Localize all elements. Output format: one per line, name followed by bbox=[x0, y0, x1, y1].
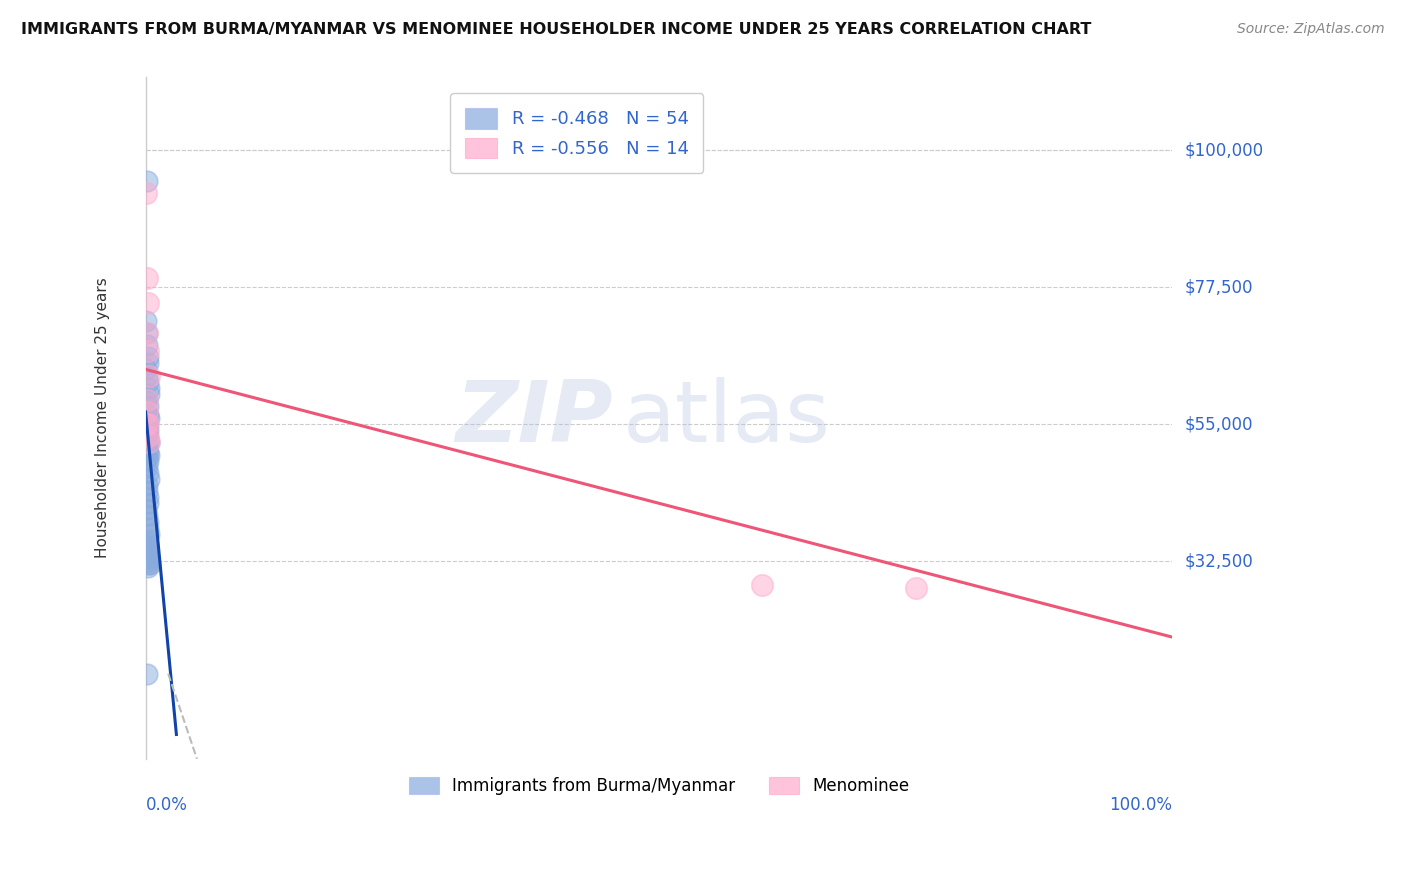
Point bbox=[135, 414, 157, 428]
Point bbox=[135, 438, 157, 452]
Text: $55,000: $55,000 bbox=[1185, 415, 1253, 434]
Point bbox=[138, 381, 160, 395]
Point bbox=[138, 526, 160, 541]
Text: IMMIGRANTS FROM BURMA/MYANMAR VS MENOMINEE HOUSEHOLDER INCOME UNDER 25 YEARS COR: IMMIGRANTS FROM BURMA/MYANMAR VS MENOMIN… bbox=[21, 22, 1091, 37]
Point bbox=[136, 536, 159, 550]
Point bbox=[135, 362, 157, 376]
Point bbox=[136, 420, 159, 434]
Point bbox=[136, 399, 159, 413]
Point bbox=[135, 186, 157, 200]
Point bbox=[136, 356, 159, 370]
Text: $77,500: $77,500 bbox=[1185, 278, 1253, 296]
Point bbox=[136, 326, 159, 340]
Text: atlas: atlas bbox=[623, 376, 831, 459]
Point bbox=[138, 435, 160, 450]
Point bbox=[135, 429, 157, 443]
Point bbox=[136, 541, 159, 556]
Point bbox=[138, 496, 160, 510]
Point bbox=[135, 533, 157, 547]
Point bbox=[135, 174, 157, 188]
Point bbox=[136, 490, 159, 504]
Point bbox=[135, 326, 157, 340]
Point bbox=[751, 578, 773, 592]
Point bbox=[136, 557, 159, 571]
Point bbox=[136, 545, 159, 559]
Point bbox=[135, 450, 157, 465]
Point bbox=[136, 442, 159, 456]
Point bbox=[136, 453, 159, 467]
Point bbox=[136, 433, 159, 447]
Point bbox=[136, 405, 159, 419]
Point bbox=[136, 484, 159, 499]
Point bbox=[136, 508, 159, 523]
Point bbox=[138, 472, 160, 486]
Point bbox=[138, 557, 160, 571]
Point bbox=[138, 386, 160, 401]
Text: 0.0%: 0.0% bbox=[146, 797, 187, 814]
Point bbox=[138, 554, 160, 568]
Point bbox=[135, 666, 157, 681]
Point bbox=[136, 459, 159, 474]
Point bbox=[136, 548, 159, 562]
Text: Source: ZipAtlas.com: Source: ZipAtlas.com bbox=[1237, 22, 1385, 37]
Point bbox=[135, 417, 157, 432]
Point bbox=[136, 271, 159, 285]
Point bbox=[136, 520, 159, 534]
Point bbox=[135, 417, 157, 432]
Point bbox=[136, 539, 159, 553]
Point bbox=[135, 502, 157, 516]
Point bbox=[138, 560, 160, 574]
Point bbox=[136, 295, 159, 310]
Point bbox=[138, 448, 160, 462]
Point bbox=[136, 368, 159, 383]
Point bbox=[136, 426, 159, 441]
Text: $100,000: $100,000 bbox=[1185, 142, 1264, 160]
Point bbox=[138, 429, 160, 443]
Point bbox=[136, 444, 159, 458]
Point bbox=[136, 351, 159, 365]
Point bbox=[136, 408, 159, 422]
Text: $32,500: $32,500 bbox=[1185, 552, 1253, 570]
Point bbox=[136, 344, 159, 359]
Point bbox=[138, 551, 160, 566]
Point bbox=[138, 411, 160, 425]
Point bbox=[135, 392, 157, 407]
Point bbox=[135, 478, 157, 492]
Text: ZIP: ZIP bbox=[456, 376, 613, 459]
Point bbox=[136, 392, 159, 407]
Point bbox=[136, 423, 159, 437]
Point bbox=[135, 314, 157, 328]
Point bbox=[138, 368, 160, 383]
Point bbox=[135, 338, 157, 352]
Point bbox=[136, 515, 159, 529]
Point bbox=[138, 435, 160, 450]
Point bbox=[136, 466, 159, 480]
Point bbox=[136, 417, 159, 432]
Point bbox=[136, 375, 159, 389]
Text: Householder Income Under 25 years: Householder Income Under 25 years bbox=[96, 277, 110, 558]
Text: 100.0%: 100.0% bbox=[1109, 797, 1173, 814]
Point bbox=[135, 405, 157, 419]
Point bbox=[904, 582, 927, 596]
